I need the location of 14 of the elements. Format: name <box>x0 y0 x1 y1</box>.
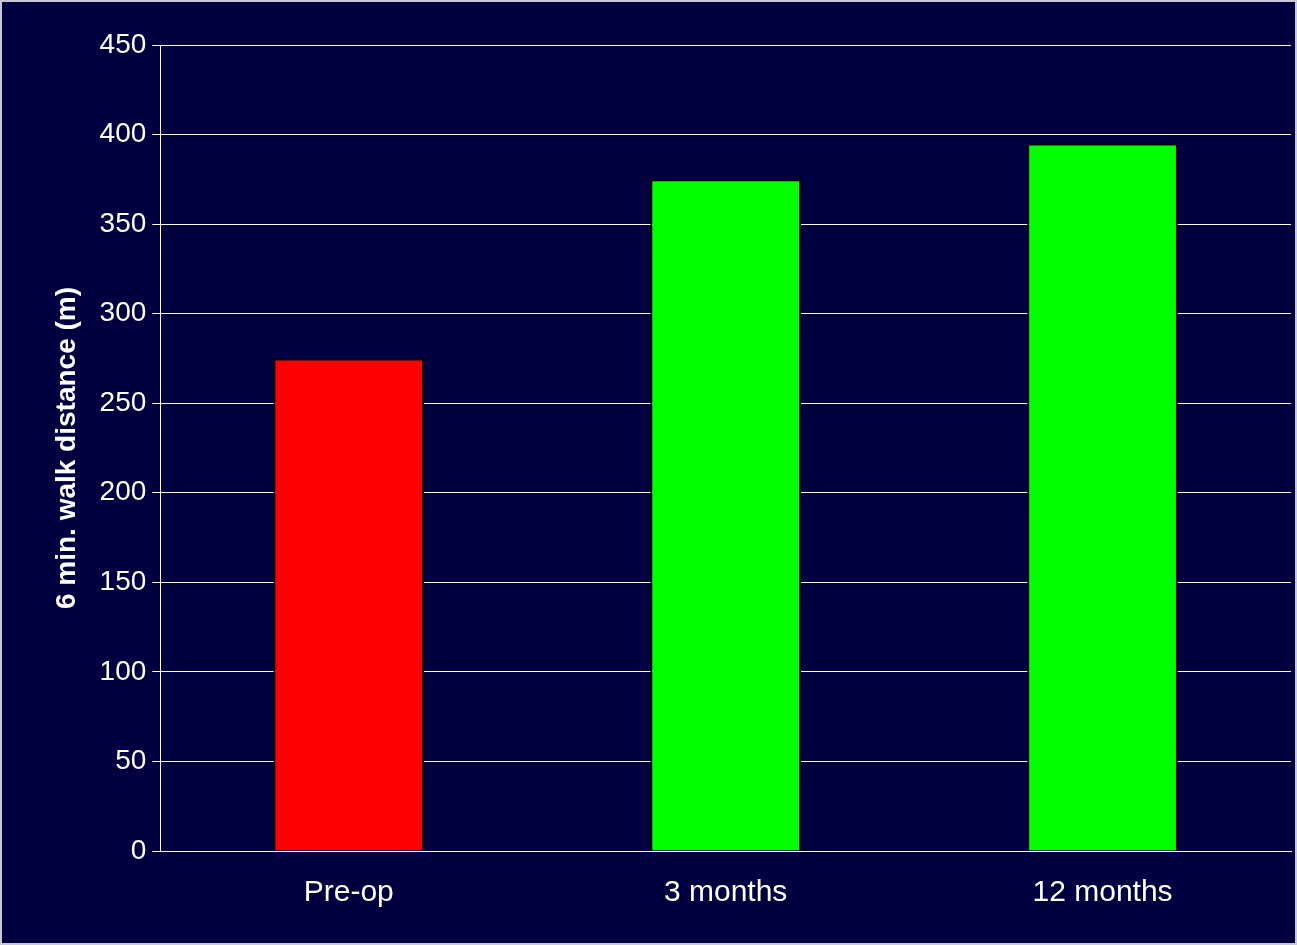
x-tick-label: 3 months <box>663 874 788 908</box>
y-tick-label: 300 <box>99 296 147 328</box>
y-tick-label: 0 <box>130 833 147 865</box>
y-tick-label: 200 <box>99 475 147 507</box>
y-tick-label: 150 <box>99 565 147 597</box>
y-axis-title: 6 min. walk distance (m) <box>49 286 81 610</box>
y-tick-label: 400 <box>99 117 147 149</box>
x-tick-label: 12 months <box>1032 874 1173 908</box>
y-tick-label: 350 <box>99 206 147 238</box>
y-tick-label: 250 <box>99 385 147 417</box>
y-tick-label: 50 <box>115 744 147 776</box>
y-tick-label: 450 <box>99 27 147 59</box>
y-tick-label: 100 <box>99 654 147 686</box>
x-tick-label: Pre-op <box>303 874 394 908</box>
